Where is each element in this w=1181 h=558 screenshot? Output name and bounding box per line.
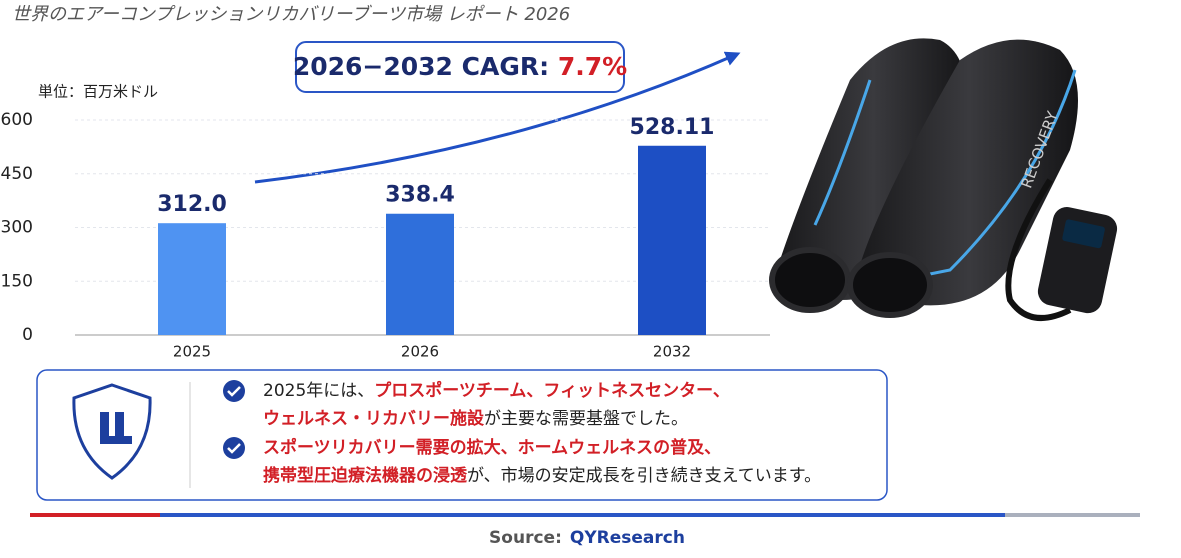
y-tick-label: 600 [1,110,33,130]
value-label: 528.11 [630,115,715,140]
y-tick-label: 450 [1,164,33,184]
check-mark [227,443,241,454]
x-tick-label: 2032 [653,343,691,361]
notes-box [36,369,888,501]
value-label: 312.0 [157,192,227,217]
bar [638,145,706,335]
note-line: ウェルネス・リカバリー施設が主要な需要基盤でした。 [263,408,688,429]
y-tick-label: 300 [1,218,33,238]
y-tick-label: 0 [22,325,33,345]
note-text: が、市場の安定成長を引き続き支えています。 [467,466,821,486]
note-text: 2025年には、 [263,381,374,401]
bar [158,223,226,335]
highlight-text: プロスポーツチーム、フィットネスセンター、 [374,380,730,401]
note-line: 2025年には、プロスポーツチーム、フィットネスセンター、 [263,380,730,401]
cagr-box [295,41,625,93]
note-line: 携帯型圧迫療法機器の浸透が、市場の安定成長を引き続き支えています。 [263,465,821,486]
source-name: QYResearch [570,528,685,548]
highlight-text: スポーツリカバリー需要の拡大、ホームウェルネスの普及、 [263,437,721,458]
title: 世界のエアーコンプレッションリカバリーブーツ市場 レポート 2026 [12,4,570,25]
source-label: Source: [489,528,562,548]
unit-label: 単位：百万米ドル [38,83,158,101]
cagr-label: 2026−2032 CAGR: [293,52,558,81]
source: Source: QYResearch [489,528,685,548]
product-image: RECOVERY [769,38,1118,321]
check-icon [223,380,245,402]
cagr-value: 7.7% [558,52,627,81]
x-tick-label: 2026 [401,343,439,361]
check-icon [223,437,245,459]
value-label: 338.4 [385,183,455,208]
x-tick-label: 2025 [173,343,211,361]
check-mark [227,386,241,397]
shield-icon [72,383,152,480]
cagr-text: 2026−2032 CAGR: 7.7% [293,52,627,81]
note-line: スポーツリカバリー需要の拡大、ホームウェルネスの普及、 [263,437,721,458]
y-tick-label: 150 [1,271,33,291]
growth-arrow [254,51,741,184]
bar [386,213,454,335]
note-text: が主要な需要基盤でした。 [484,409,688,429]
highlight-text: 携帯型圧迫療法機器の浸透 [263,465,468,486]
highlight-text: ウェルネス・リカバリー施設 [263,408,485,429]
